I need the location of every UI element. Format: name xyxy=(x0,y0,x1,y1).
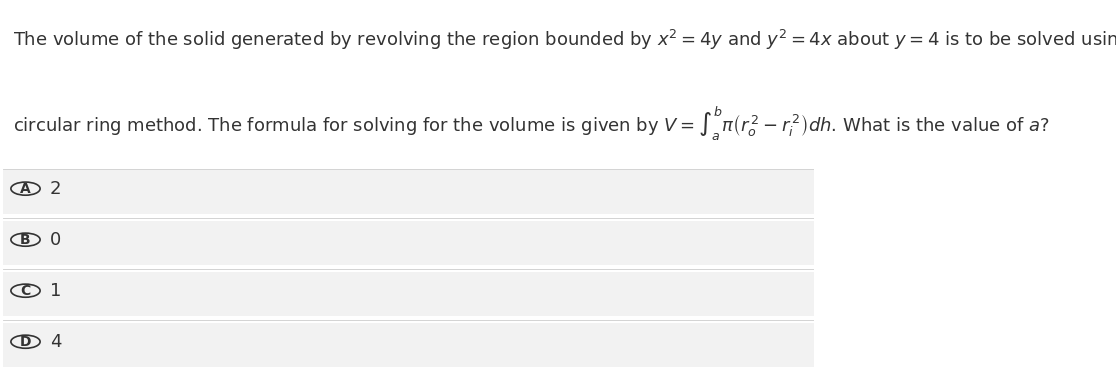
FancyBboxPatch shape xyxy=(2,272,815,316)
Text: The volume of the solid generated by revolving the region bounded by $x^2=4y$ an: The volume of the solid generated by rev… xyxy=(13,28,1116,53)
FancyBboxPatch shape xyxy=(2,221,815,265)
Text: 1: 1 xyxy=(50,282,61,300)
FancyBboxPatch shape xyxy=(2,171,815,214)
Text: 2: 2 xyxy=(50,180,61,198)
FancyBboxPatch shape xyxy=(2,323,815,367)
Text: D: D xyxy=(20,335,31,349)
Text: 0: 0 xyxy=(50,231,61,249)
Text: C: C xyxy=(20,284,30,298)
Text: 4: 4 xyxy=(50,333,61,351)
Text: B: B xyxy=(20,233,31,247)
Text: A: A xyxy=(20,182,31,196)
Text: circular ring method. The formula for solving for the volume is given by $V=\int: circular ring method. The formula for so… xyxy=(13,105,1050,143)
